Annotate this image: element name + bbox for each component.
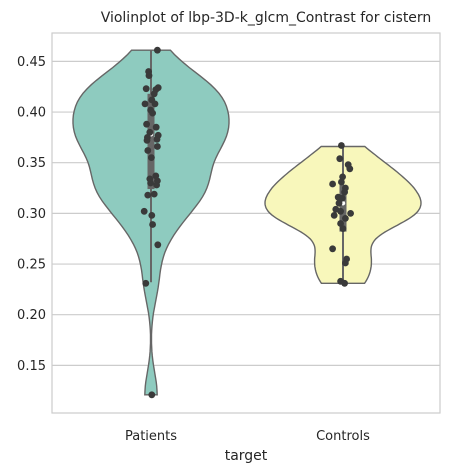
plot-frame bbox=[51, 32, 441, 414]
y-tick-label: 0.15 bbox=[17, 359, 46, 374]
strip-points bbox=[140, 46, 354, 399]
y-tick-label: 0.30 bbox=[17, 207, 46, 222]
data-point bbox=[342, 259, 349, 267]
data-point bbox=[142, 279, 150, 287]
data-point bbox=[339, 173, 346, 181]
data-point bbox=[330, 212, 338, 219]
data-point bbox=[154, 46, 161, 54]
y-tick-label: 0.40 bbox=[17, 106, 46, 121]
data-point bbox=[347, 210, 354, 217]
data-point bbox=[338, 142, 345, 149]
data-point bbox=[338, 194, 346, 202]
data-point bbox=[144, 147, 152, 154]
data-point bbox=[148, 391, 156, 399]
data-point bbox=[342, 215, 349, 222]
data-point bbox=[143, 120, 151, 128]
data-point bbox=[140, 207, 148, 215]
data-point bbox=[152, 123, 160, 131]
data-point bbox=[336, 155, 344, 163]
data-point bbox=[143, 137, 151, 144]
data-point bbox=[337, 220, 344, 227]
data-point bbox=[150, 90, 158, 98]
y-tick-label: 0.25 bbox=[17, 258, 46, 273]
violins bbox=[72, 49, 422, 396]
data-point bbox=[142, 85, 150, 93]
iqr-box bbox=[147, 93, 155, 190]
x-tick-labels: Patients Controls bbox=[125, 429, 370, 444]
data-point bbox=[146, 128, 154, 136]
data-point bbox=[338, 178, 345, 186]
data-point bbox=[141, 100, 149, 108]
data-point bbox=[337, 207, 344, 215]
data-point bbox=[148, 154, 155, 162]
data-point bbox=[335, 199, 343, 207]
iqr-box bbox=[339, 185, 347, 232]
data-point bbox=[149, 109, 157, 117]
data-point bbox=[153, 136, 161, 143]
data-point bbox=[150, 190, 158, 198]
data-point bbox=[153, 181, 161, 189]
y-tick-label: 0.45 bbox=[17, 55, 46, 70]
data-point bbox=[346, 165, 354, 173]
data-point bbox=[151, 100, 159, 108]
data-point bbox=[329, 245, 336, 253]
data-point bbox=[149, 221, 157, 228]
y-tick-label: 0.20 bbox=[17, 308, 46, 323]
data-point bbox=[341, 279, 348, 287]
data-point bbox=[145, 72, 153, 79]
y-tick-label: 0.35 bbox=[17, 156, 46, 171]
y-tick-labels: 0.15 0.20 0.25 0.30 0.35 0.40 0.45 bbox=[17, 55, 46, 374]
x-axis-label: target bbox=[225, 448, 268, 464]
data-point bbox=[154, 143, 161, 150]
data-point bbox=[147, 179, 155, 187]
data-point bbox=[341, 188, 348, 196]
data-point bbox=[144, 191, 152, 199]
data-point bbox=[329, 180, 336, 188]
x-tick-label: Patients bbox=[125, 429, 177, 444]
data-point bbox=[148, 212, 156, 219]
data-point bbox=[154, 241, 162, 249]
chart-title: Violinplot of lbp-3D-k_glcm_Contrast for… bbox=[101, 10, 432, 26]
data-point bbox=[339, 225, 347, 233]
x-tick-label: Controls bbox=[316, 429, 370, 444]
